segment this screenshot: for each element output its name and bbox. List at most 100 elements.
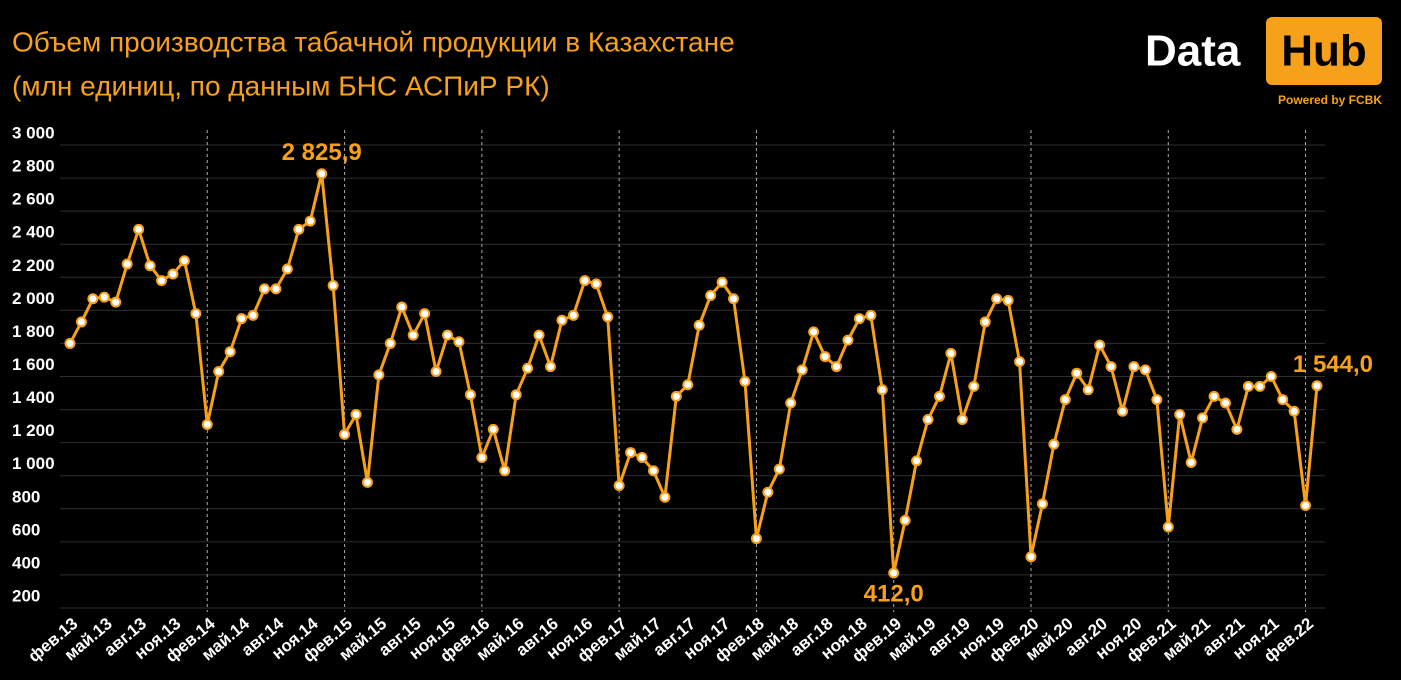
y-tick-label: 2 800: [12, 157, 55, 176]
data-point: [1059, 394, 1071, 406]
data-point: [281, 263, 293, 275]
data-point: [213, 366, 225, 378]
data-point: [819, 351, 831, 363]
data-point: [224, 346, 236, 358]
y-tick-label: 2 000: [12, 289, 55, 308]
data-point: [1208, 390, 1220, 402]
y-tick-label: 200: [12, 586, 40, 605]
data-point: [636, 452, 648, 464]
data-point: [876, 384, 888, 396]
data-point: [1242, 380, 1254, 392]
data-point: [1139, 364, 1151, 376]
data-point: [258, 283, 270, 295]
logo-tagline: Powered by FCBK: [1278, 93, 1382, 107]
data-point: [247, 309, 259, 321]
data-point: [304, 215, 316, 227]
data-point: [293, 223, 305, 235]
data-point: [911, 455, 923, 467]
y-tick-label: 1 400: [12, 388, 55, 407]
data-point: [991, 293, 1003, 305]
data-point: [716, 276, 728, 288]
data-point: [922, 413, 934, 425]
data-point: [373, 369, 385, 381]
data-point: [693, 319, 705, 331]
data-point: [556, 314, 568, 326]
data-point: [956, 413, 968, 425]
data-point: [327, 280, 339, 292]
data-point: [316, 168, 328, 180]
data-point: [361, 476, 373, 488]
data-point: [728, 293, 740, 305]
data-point: [979, 316, 991, 328]
data-point: [522, 362, 534, 374]
data-point: [1300, 499, 1312, 511]
y-tick-label: 400: [12, 553, 40, 572]
data-point: [110, 296, 122, 308]
data-point: [1117, 405, 1129, 417]
logo-box: [1266, 17, 1382, 85]
data-point: [853, 313, 865, 325]
data-point: [1105, 361, 1117, 373]
data-point: [945, 347, 957, 359]
data-point: [613, 480, 625, 492]
data-point: [1014, 356, 1026, 368]
data-point: [1174, 409, 1186, 421]
data-point: [1162, 521, 1174, 533]
data-point: [750, 533, 762, 545]
y-tick-label: 2 600: [12, 190, 55, 209]
data-point: [567, 309, 579, 321]
data-point: [1185, 456, 1197, 468]
data-point: [190, 308, 202, 320]
data-point: [1277, 394, 1289, 406]
data-point: [156, 275, 168, 287]
data-point: [1151, 394, 1163, 406]
data-point: [98, 291, 110, 303]
data-point: [659, 491, 671, 503]
chart-subtitle: (млн единиц, по данным БНС АСПиР РК): [12, 70, 550, 101]
data-point: [625, 447, 637, 459]
data-point: [464, 389, 476, 401]
data-point: [487, 423, 499, 435]
data-point: [499, 465, 511, 477]
data-point: [1025, 551, 1037, 563]
data-point: [453, 336, 465, 348]
data-point: [579, 275, 591, 287]
data-point: [899, 514, 911, 526]
data-point: [773, 463, 785, 475]
data-point: [968, 380, 980, 392]
y-tick-label: 1 000: [12, 454, 55, 473]
data-point: [1036, 498, 1048, 510]
data-point: [144, 260, 156, 272]
data-point: [1082, 384, 1094, 396]
data-point: [64, 337, 76, 349]
data-point: [384, 337, 396, 349]
value-label: 412,0: [864, 580, 924, 607]
data-point: [785, 397, 797, 409]
value-label: 1 544,0: [1293, 351, 1373, 378]
data-point: [121, 258, 133, 270]
data-point: [1048, 438, 1060, 450]
data-point: [1094, 339, 1106, 351]
data-point: [75, 316, 87, 328]
y-tick-label: 1 200: [12, 421, 55, 440]
data-point: [670, 390, 682, 402]
data-point: [339, 428, 351, 440]
data-point: [396, 301, 408, 313]
y-tick-label: 1 600: [12, 355, 55, 374]
data-point: [842, 334, 854, 346]
value-label: 2 825,9: [282, 139, 362, 166]
data-point: [705, 289, 717, 301]
data-point: [739, 375, 751, 387]
data-point: [933, 390, 945, 402]
data-point: [201, 418, 213, 430]
y-tick-label: 800: [12, 487, 40, 506]
data-point: [419, 308, 431, 320]
data-point: [1219, 397, 1231, 409]
y-tick-label: 2 200: [12, 256, 55, 275]
data-point: [796, 364, 808, 376]
data-point: [476, 452, 488, 464]
y-tick-label: 600: [12, 520, 40, 539]
data-point: [808, 326, 820, 338]
data-point: [1254, 380, 1266, 392]
